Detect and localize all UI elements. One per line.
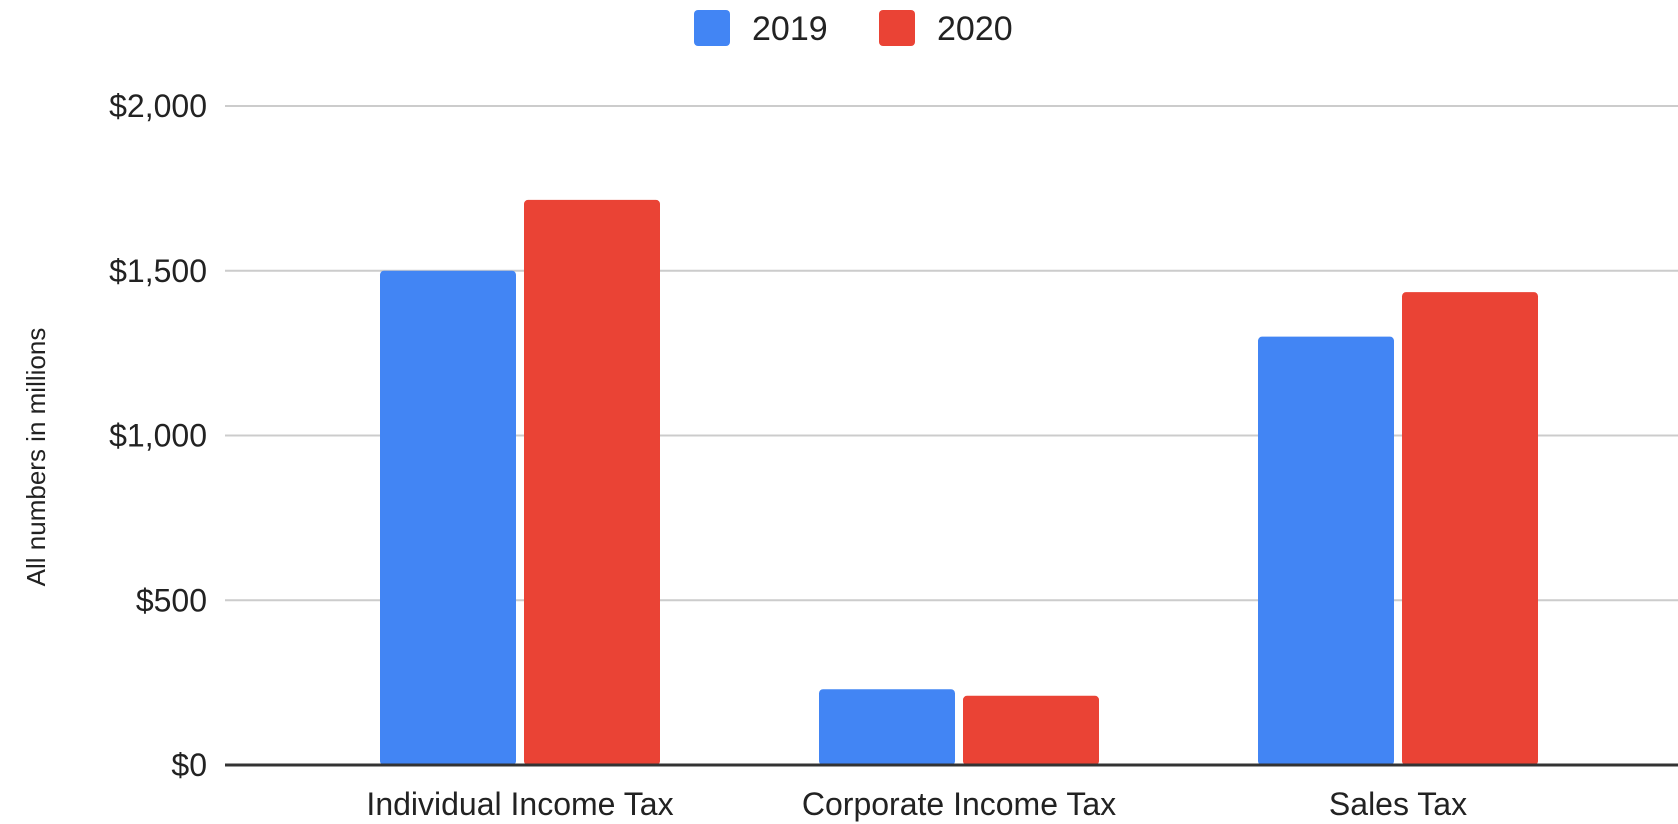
x-category-label: Corporate Income Tax: [802, 786, 1116, 822]
x-category-label: Individual Income Tax: [366, 786, 673, 822]
x-category-label: Sales Tax: [1329, 786, 1467, 822]
bar-2020-0: [524, 199, 660, 766]
bar-2019-1: [819, 689, 955, 765]
bar-2020-1: [963, 695, 1099, 765]
y-tick-label: $1,000: [109, 418, 207, 454]
y-tick-label: $2,000: [109, 88, 207, 124]
y-axis-ticks: $0 $500 $1,000 $1,500 $2,000: [109, 88, 207, 783]
legend-label-2019: 2019: [752, 10, 828, 48]
legend: 2019 2020: [694, 10, 1013, 48]
y-axis-title: All numbers in millions: [21, 328, 51, 587]
bar-2020-2: [1402, 292, 1538, 765]
y-tick-label: $0: [171, 747, 207, 783]
y-tick-label: $500: [136, 582, 207, 618]
legend-swatch-2019: [694, 10, 730, 46]
legend-swatch-2020: [879, 10, 915, 46]
y-tick-label: $1,500: [109, 253, 207, 289]
bar-2019-0: [380, 270, 516, 765]
bars: [380, 199, 1538, 766]
x-axis-categories: Individual Income Tax Corporate Income Ta…: [366, 786, 1467, 822]
legend-label-2020: 2020: [937, 10, 1013, 48]
bar-2019-2: [1258, 336, 1394, 765]
